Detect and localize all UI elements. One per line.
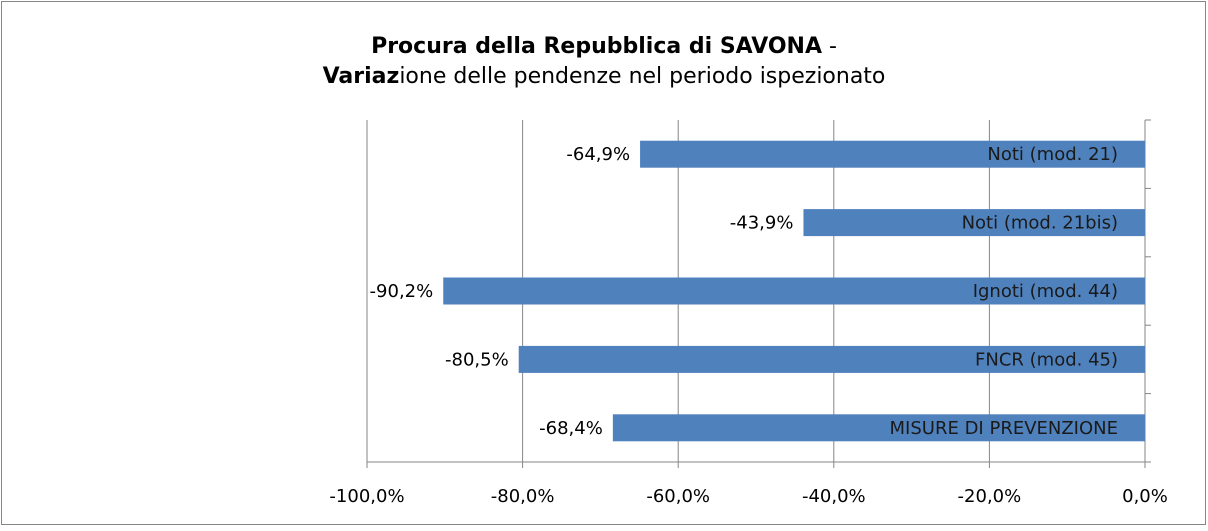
- title-run: -: [822, 34, 837, 59]
- value-label: -43,9%: [730, 213, 794, 234]
- bar: [640, 140, 1145, 168]
- category-label: Noti (mod. 21): [987, 144, 1118, 165]
- title-run: Procura della Repubblica di SAVONA: [371, 34, 822, 59]
- x-tick-label: -100,0%: [329, 486, 404, 507]
- bar: [518, 345, 1145, 373]
- value-label: -80,5%: [445, 349, 509, 370]
- category-label: MISURE DI PREVENZIONE: [890, 418, 1118, 439]
- x-tick-label: -20,0%: [958, 486, 1022, 507]
- category-label: Ignoti (mod. 44): [973, 281, 1118, 302]
- value-label: -68,4%: [539, 418, 603, 439]
- category-label: Noti (mod. 21bis): [962, 213, 1118, 234]
- x-tick-label: -40,0%: [802, 486, 866, 507]
- x-tick-label: -60,0%: [646, 486, 710, 507]
- bar: [803, 209, 1145, 237]
- value-label: -64,9%: [566, 144, 630, 165]
- bar: [443, 277, 1145, 305]
- chart-title: Procura della Repubblica di SAVONA -: [371, 34, 837, 59]
- title-run: Variaz: [323, 64, 400, 89]
- bar: [612, 414, 1145, 442]
- x-tick-label: 0,0%: [1122, 486, 1168, 507]
- chart-title: Variazione delle pendenze nel periodo is…: [323, 64, 886, 89]
- value-label: -90,2%: [370, 281, 434, 302]
- x-tick-label: -80,0%: [491, 486, 555, 507]
- title-run: ione delle pendenze nel periodo ispezion…: [399, 64, 885, 89]
- category-label: FNCR (mod. 45): [975, 349, 1118, 370]
